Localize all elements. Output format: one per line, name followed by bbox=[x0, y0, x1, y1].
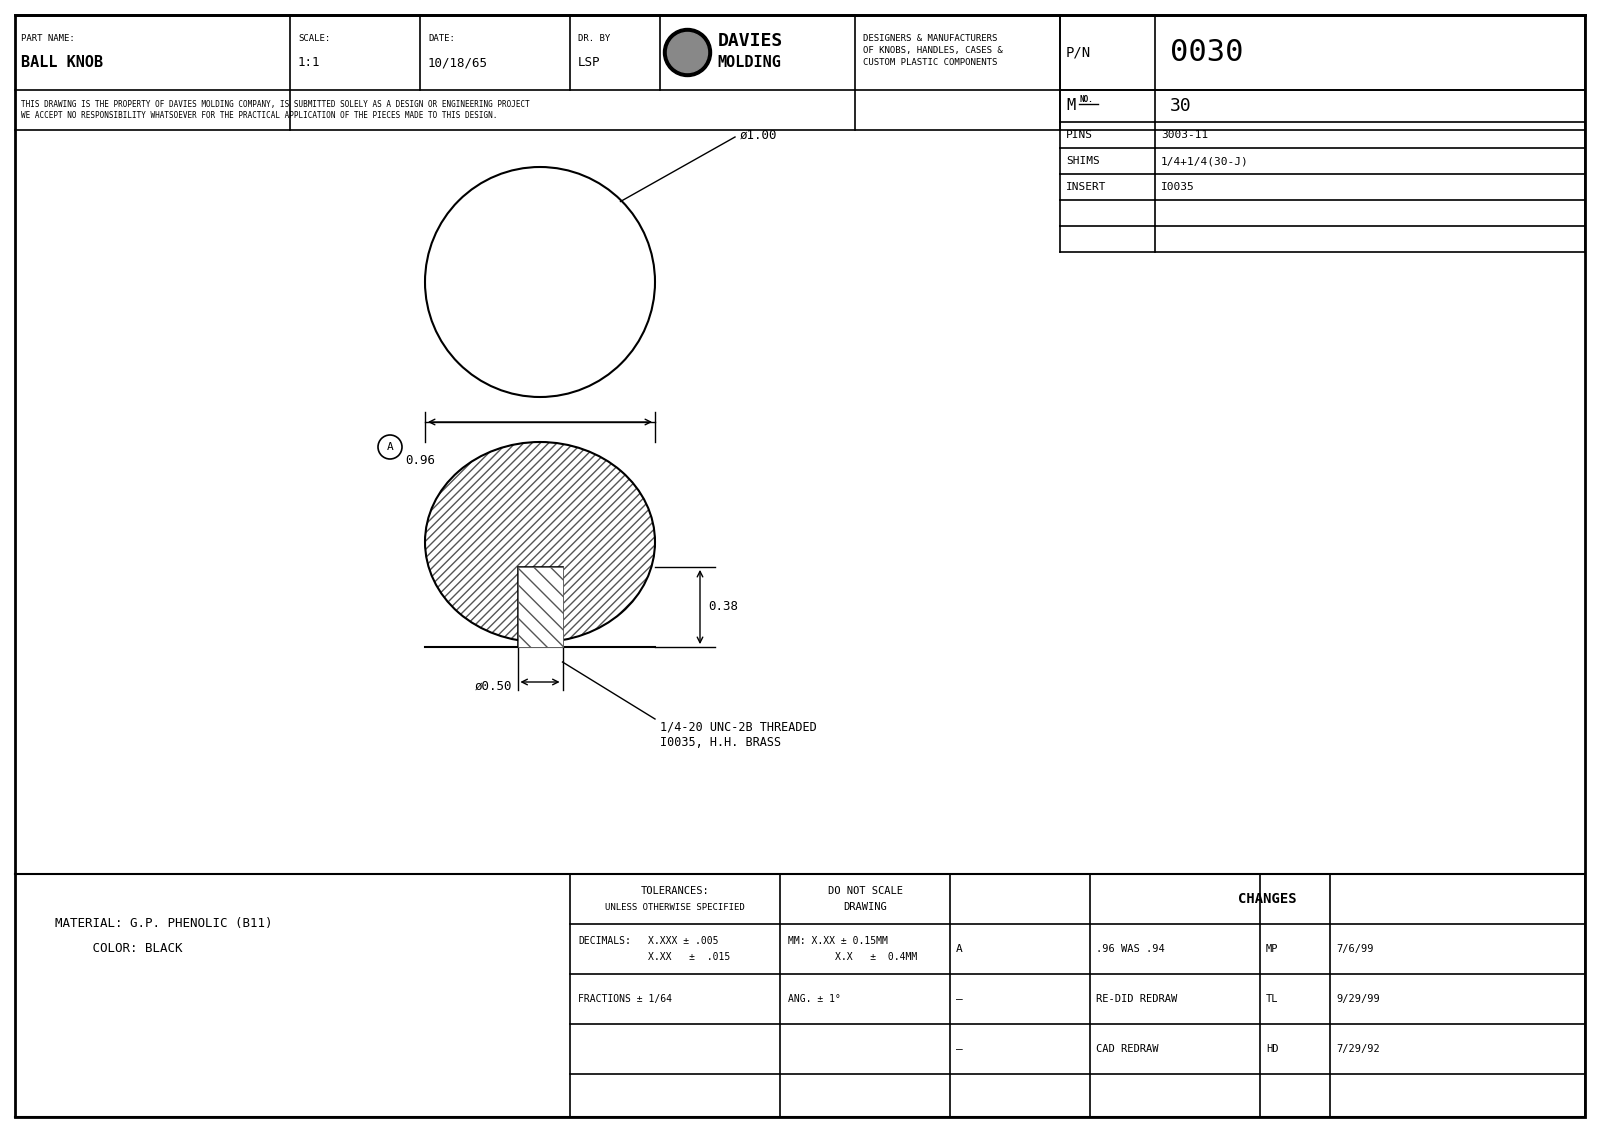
Text: TL: TL bbox=[1266, 994, 1278, 1004]
Text: RE-DID REDRAW: RE-DID REDRAW bbox=[1096, 994, 1178, 1004]
Text: DAVIES: DAVIES bbox=[717, 32, 782, 50]
Text: MOLDING: MOLDING bbox=[717, 55, 781, 70]
Text: THIS DRAWING IS THE PROPERTY OF DAVIES MOLDING COMPANY, IS SUBMITTED SOLELY AS A: THIS DRAWING IS THE PROPERTY OF DAVIES M… bbox=[21, 100, 530, 109]
Text: CAD REDRAW: CAD REDRAW bbox=[1096, 1044, 1158, 1054]
Text: DO NOT SCALE: DO NOT SCALE bbox=[827, 886, 902, 897]
Text: X.X   ±  0.4MM: X.X ± 0.4MM bbox=[787, 952, 917, 962]
Text: –: – bbox=[957, 1044, 963, 1054]
Text: DATE:: DATE: bbox=[429, 34, 454, 43]
Text: I0035: I0035 bbox=[1162, 182, 1195, 192]
Text: NO.: NO. bbox=[1078, 94, 1093, 103]
Text: WE ACCEPT NO RESPONSIBILITY WHATSOEVER FOR THE PRACTICAL APPLICATION OF THE PIEC: WE ACCEPT NO RESPONSIBILITY WHATSOEVER F… bbox=[21, 111, 498, 120]
Text: CHANGES: CHANGES bbox=[1238, 892, 1298, 906]
Text: X.XXX ± .005: X.XXX ± .005 bbox=[648, 936, 718, 946]
Bar bbox=[517, 567, 563, 648]
Text: PINS: PINS bbox=[1066, 130, 1093, 140]
Text: I0035, H.H. BRASS: I0035, H.H. BRASS bbox=[661, 737, 781, 749]
Text: 0.38: 0.38 bbox=[707, 600, 738, 614]
Text: 10/18/65: 10/18/65 bbox=[429, 55, 488, 69]
Text: X.XX   ±  .015: X.XX ± .015 bbox=[648, 952, 730, 962]
Text: M: M bbox=[1066, 98, 1075, 113]
Text: INSERT: INSERT bbox=[1066, 182, 1107, 192]
Text: MATERIAL: G.P. PHENOLIC (B11): MATERIAL: G.P. PHENOLIC (B11) bbox=[54, 918, 272, 931]
Text: DECIMALS:: DECIMALS: bbox=[578, 936, 630, 946]
Text: .96 WAS .94: .96 WAS .94 bbox=[1096, 944, 1165, 954]
Text: COLOR: BLACK: COLOR: BLACK bbox=[54, 943, 182, 955]
Text: –: – bbox=[957, 994, 963, 1004]
Text: DR. BY: DR. BY bbox=[578, 34, 610, 43]
Text: OF KNOBS, HANDLES, CASES &: OF KNOBS, HANDLES, CASES & bbox=[862, 46, 1003, 55]
Text: ø1.00: ø1.00 bbox=[739, 129, 778, 142]
Text: SCALE:: SCALE: bbox=[298, 34, 330, 43]
Text: 9/29/99: 9/29/99 bbox=[1336, 994, 1379, 1004]
Text: MM: X.XX ± 0.15MM: MM: X.XX ± 0.15MM bbox=[787, 936, 888, 946]
Text: SHIMS: SHIMS bbox=[1066, 156, 1099, 166]
Bar bbox=[517, 567, 563, 648]
Ellipse shape bbox=[426, 441, 654, 642]
Text: UNLESS OTHERWISE SPECIFIED: UNLESS OTHERWISE SPECIFIED bbox=[605, 902, 746, 911]
Text: A: A bbox=[957, 944, 963, 954]
Text: 0.96: 0.96 bbox=[405, 454, 435, 466]
Text: 1:1: 1:1 bbox=[298, 55, 320, 69]
Text: A: A bbox=[387, 441, 394, 452]
Text: 7/6/99: 7/6/99 bbox=[1336, 944, 1373, 954]
Text: 30: 30 bbox=[1170, 97, 1192, 115]
Text: CUSTOM PLASTIC COMPONENTS: CUSTOM PLASTIC COMPONENTS bbox=[862, 58, 997, 67]
Text: 0030: 0030 bbox=[1170, 38, 1243, 67]
Text: PART NAME:: PART NAME: bbox=[21, 34, 75, 43]
Text: ø0.50: ø0.50 bbox=[475, 679, 512, 693]
Text: DRAWING: DRAWING bbox=[843, 902, 886, 912]
Text: P/N: P/N bbox=[1066, 45, 1091, 60]
Text: TOLERANCES:: TOLERANCES: bbox=[640, 886, 709, 897]
Text: 7/29/92: 7/29/92 bbox=[1336, 1044, 1379, 1054]
Circle shape bbox=[664, 28, 712, 77]
Text: HD: HD bbox=[1266, 1044, 1278, 1054]
Text: FRACTIONS ± 1/64: FRACTIONS ± 1/64 bbox=[578, 994, 672, 1004]
Circle shape bbox=[667, 33, 707, 72]
Text: 3003-11: 3003-11 bbox=[1162, 130, 1208, 140]
Text: 1/4-20 UNC-2B THREADED: 1/4-20 UNC-2B THREADED bbox=[661, 720, 816, 734]
Text: ANG. ± 1°: ANG. ± 1° bbox=[787, 994, 842, 1004]
Text: BALL KNOB: BALL KNOB bbox=[21, 55, 102, 70]
Text: LSP: LSP bbox=[578, 55, 600, 69]
Text: 1/4+1/4(30-J): 1/4+1/4(30-J) bbox=[1162, 156, 1248, 166]
Text: DESIGNERS & MANUFACTURERS: DESIGNERS & MANUFACTURERS bbox=[862, 34, 997, 43]
Bar bbox=[517, 567, 563, 648]
Text: MP: MP bbox=[1266, 944, 1278, 954]
